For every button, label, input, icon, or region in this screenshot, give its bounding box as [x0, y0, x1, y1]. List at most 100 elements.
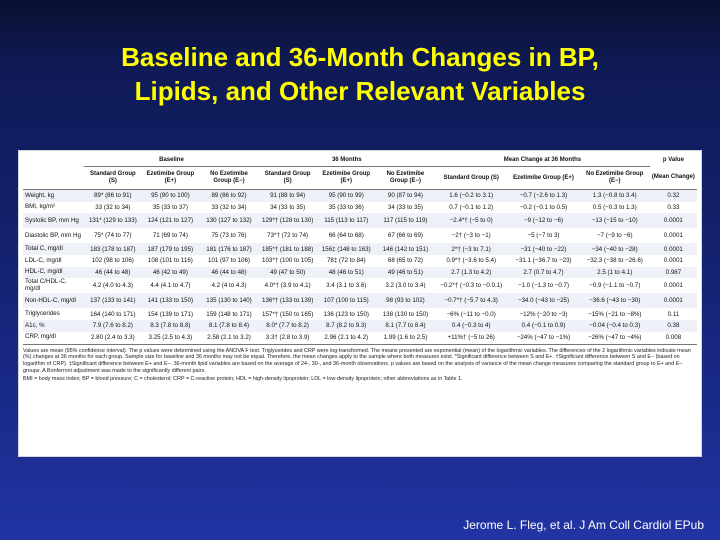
variable-name-cell: A1c, % — [23, 320, 85, 332]
table-row: Total C/HDL-C, mg/dl 4.2 (4.0 to 4.3) 4.4 … — [23, 278, 697, 293]
variable-name-cell: Systolic BP, mm Hg — [23, 213, 85, 229]
p-value-cell: 0.0001 — [663, 257, 683, 265]
table-cell: 138 (130 to 150) — [382, 310, 429, 318]
table-cell: 46 (44 to 48) — [84, 266, 142, 279]
results-table-card: Baseline 36 Months Mean Change at 36 Mon… — [18, 150, 702, 457]
column-header: Standard Group (S) — [84, 166, 142, 190]
table-row: HDL-C, mg/dl 46 (44 to 48) 46 (42 to 49) 46… — [23, 266, 697, 279]
table-cell: −12% (−20 to −3) — [519, 310, 568, 318]
table-cell: 102 (98 to 106) — [91, 257, 134, 265]
table-cell: 2.7 (0.7 to 4.7) — [507, 266, 580, 279]
table-cell: 136*† (133 to 139) — [258, 293, 317, 309]
table-cell: 1.6 (−0.2 to 3.1) — [435, 189, 508, 202]
table-cell: 75* (74 to 77) — [94, 232, 132, 240]
p-value-cell: 0.0001 — [649, 243, 697, 256]
p-value-cell: 0.11 — [667, 310, 680, 318]
table-cell: −31 (−40 to −22) — [507, 243, 580, 256]
table-cell: 2.7 (1.3 to 4.2) — [435, 266, 508, 279]
table-cell: −0.2 (−0.1 to 0.5) — [519, 204, 568, 212]
table-cell: 8.1 (7.7 to 8.4) — [375, 320, 436, 332]
table-cell: 181 (176 to 187) — [199, 243, 259, 256]
variable-name-cell: Weight, kg — [23, 189, 85, 202]
table-cell: −34 (−40 to −28) — [579, 243, 650, 256]
table-cell: 67 (66 to 69) — [387, 232, 423, 240]
table-cell: −26% (−47 to −4%) — [579, 331, 650, 345]
table-cell: 2.80 (2.4 to 3.3) — [84, 331, 142, 345]
table-cell: 8.7 (8.2 to 9.3) — [316, 320, 376, 332]
table-cell: 159 (148 to 171) — [206, 310, 252, 318]
variable-name-cell: Total C, mg/dl — [23, 243, 85, 256]
table-cell: 49 (47 to 50) — [258, 266, 317, 279]
table-group-header-row: Baseline 36 Months Mean Change at 36 Mon… — [23, 154, 697, 167]
table-cell: 4.2 (4.0 to 4.3) — [92, 282, 133, 290]
table-cell: 8.3 (7.8 to 8.8) — [141, 320, 200, 332]
table-cell: 95 (90 to 99) — [316, 189, 376, 202]
table-cell: 71 (69 to 74) — [152, 232, 188, 240]
table-cell: 95 (90 to 100) — [141, 189, 200, 202]
table-cell: 35 (33 to 36) — [328, 204, 364, 212]
table-cell: 130 (127 to 132) — [199, 213, 259, 229]
p-value-sub-header: (Mean Change) — [649, 166, 697, 190]
table-cell: 4.0*† (3.9 to 4.1) — [264, 282, 311, 290]
title-line-1: Baseline and 36-Month Changes in BP, — [121, 42, 599, 72]
table-cell: 157*† (150 to 165) — [262, 310, 314, 318]
table-cell: 1.99 (1.6 to 2.5) — [375, 331, 436, 345]
table-row: A1c, % 7.9 (7.6 to 8.2) 8.3 (7.8 to 8.8) 8.… — [23, 320, 697, 332]
table-cell: −5 (−7 to 3) — [527, 232, 560, 240]
table-cell: 46 (44 to 48) — [199, 266, 259, 279]
table-cell: 0.4 (−0.1 to 0.9) — [507, 320, 580, 332]
table-cell: 0.5 (−0.3 to 1.3) — [592, 204, 637, 212]
variable-name-cell: Total C/HDL-C, mg/dl — [25, 278, 67, 292]
variable-name-cell: CRP, mg/dl — [23, 331, 85, 345]
table-cell: 117 (115 to 119) — [375, 213, 436, 229]
table-cell: 49 (46 to 51) — [375, 266, 436, 279]
table-cell: 73*† (72 to 74) — [267, 232, 309, 240]
group-header-p-value: p Value — [662, 157, 684, 164]
variable-name-cell: Diastolic BP, mm Hg — [25, 231, 81, 239]
table-cell: 2.5 (1 to 4.1) — [579, 266, 650, 279]
table-cell: 98 (93 to 102) — [375, 293, 436, 309]
table-row: CRP, mg/dl 2.80 (2.4 to 3.3) 3.25 (2.5 to … — [23, 331, 697, 345]
table-cell: 137 (133 to 141) — [84, 293, 142, 309]
p-value-cell: 0.38 — [649, 320, 697, 332]
citation: Jerome L. Fleg, et al. J Am Coll Cardiol… — [463, 518, 704, 532]
column-header: Standard Group (S) — [258, 166, 317, 190]
table-cell: 146 (142 to 151) — [375, 243, 436, 256]
table-row: Total C, mg/dl 183 (178 to 187) 187 (179 t… — [23, 243, 697, 256]
table-cell: 131* (129 to 133) — [84, 213, 142, 229]
table-cell: 185*† (181 to 188) — [258, 243, 317, 256]
table-cell: −0.7 (−2.6 to 1.3) — [507, 189, 580, 202]
table-cell: 68 (65 to 72) — [387, 257, 423, 265]
table-cell: 115 (113 to 117) — [316, 213, 376, 229]
table-cell: 136 (123 to 150) — [323, 310, 369, 318]
table-row: Non-HDL-C, mg/dl 137 (133 to 141) 141 (133… — [23, 293, 697, 309]
table-cell: −34.0 (−43 to −25) — [507, 293, 580, 309]
table-row: Systolic BP, mm Hg 131* (129 to 133) 124 (… — [23, 213, 697, 229]
table-cell: 2.58 (2.1 to 3.2) — [199, 331, 259, 345]
table-cell: −32.3 (−38 to −26.6) — [586, 257, 643, 265]
table-cell: 164 (140 to 171) — [90, 310, 136, 318]
table-cell: 0.9*† (−3.6 to 5.4) — [446, 257, 497, 265]
table-cell: 89 (86 to 92) — [199, 189, 259, 202]
slide-title: Baseline and 36-Month Changes in BP, Lip… — [0, 40, 720, 108]
variable-name-cell: HDL-C, mg/dl — [23, 266, 85, 279]
table-footnote: Values are mean (95% confidence interval… — [23, 348, 697, 383]
column-header: No Ezetimibe Group (E−) — [375, 166, 436, 190]
table-cell: 8.1 (7.8 to 8.4) — [199, 320, 259, 332]
column-header: Ezetimibe Group (E+) — [141, 166, 200, 190]
title-line-2: Lipids, and Other Relevant Variables — [134, 76, 586, 106]
table-cell: 48 (46 to 51) — [316, 266, 376, 279]
table-cell: 154 (139 to 171) — [147, 310, 194, 318]
table-cell: 0.4 (−0.3 to 4) — [435, 320, 508, 332]
p-value-cell: 0.32 — [649, 189, 697, 202]
p-value-cell: 0.0001 — [663, 232, 683, 240]
table-cell: −2† (−3 to −1) — [451, 232, 491, 240]
group-header-mean-change: Mean Change at 36 Months — [435, 154, 650, 167]
table-cell: −7 (−9 to −6) — [596, 232, 633, 240]
table-cell: −0.7*† (−5.7 to 4.3) — [435, 293, 508, 309]
table-cell: −0.04 (−0.4 to 0.3) — [579, 320, 650, 332]
table-cell: 4.2 (4 to 4.3) — [211, 282, 247, 290]
table-cell: 1.3 (−0.8 to 3.4) — [579, 189, 650, 202]
p-value-cell: 0.33 — [667, 204, 680, 212]
table-row: Triglycerides 164 (140 to 171) 154 (139 to… — [23, 308, 697, 320]
